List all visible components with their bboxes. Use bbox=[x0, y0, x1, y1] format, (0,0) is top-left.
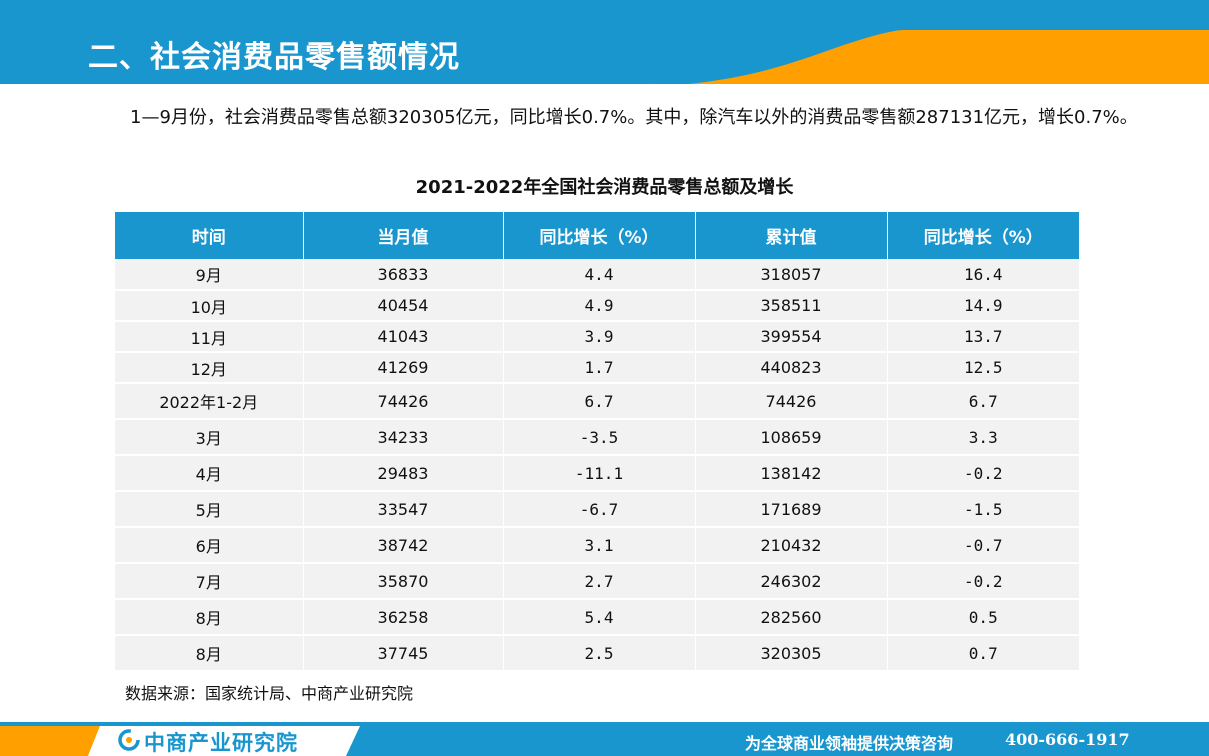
cell-cumulative-growth: 0.5 bbox=[887, 599, 1079, 636]
cell-time: 5月 bbox=[115, 491, 304, 528]
cell-cumulative-value: 171689 bbox=[695, 491, 888, 528]
cell-monthly-growth: -6.7 bbox=[503, 491, 696, 528]
cell-monthly-value: 74426 bbox=[303, 383, 504, 420]
cell-monthly-value: 35870 bbox=[303, 563, 504, 600]
cell-cumulative-value: 74426 bbox=[695, 383, 888, 420]
cell-monthly-value: 41269 bbox=[303, 352, 504, 384]
cell-monthly-value: 37745 bbox=[303, 635, 504, 672]
cell-monthly-growth: 3.9 bbox=[503, 321, 696, 353]
cell-monthly-growth: 4.4 bbox=[503, 259, 696, 291]
intro-paragraph: 1—9月份，社会消费品零售总额320305亿元，同比增长0.7%。其中，除汽车以… bbox=[130, 107, 1138, 128]
footer-band bbox=[0, 726, 1209, 756]
retail-sales-table: 时间 当月值 同比增长（%） 累计值 同比增长（%） 9月 36833 4.4 … bbox=[115, 212, 1079, 672]
cell-cumulative-value: 320305 bbox=[695, 635, 888, 672]
table-header-row: 时间 当月值 同比增长（%） 累计值 同比增长（%） bbox=[115, 212, 1079, 259]
cell-time: 6月 bbox=[115, 527, 304, 564]
cell-cumulative-growth: -0.2 bbox=[887, 563, 1079, 600]
cell-cumulative-value: 358511 bbox=[695, 290, 888, 322]
cell-monthly-growth: -11.1 bbox=[503, 455, 696, 492]
cell-cumulative-growth: 13.7 bbox=[887, 321, 1079, 353]
askci-logo-icon bbox=[118, 729, 140, 751]
cell-monthly-value: 38742 bbox=[303, 527, 504, 564]
cell-cumulative-value: 399554 bbox=[695, 321, 888, 353]
cell-cumulative-growth: 3.3 bbox=[887, 419, 1079, 456]
table-row: 6月 38742 3.1 210432 -0.7 bbox=[115, 527, 1079, 564]
table-row: 3月 34233 -3.5 108659 3.3 bbox=[115, 419, 1079, 456]
cell-monthly-growth: -3.5 bbox=[503, 419, 696, 456]
column-header-time: 时间 bbox=[115, 212, 304, 259]
footer-slogan: 为全球商业领袖提供决策咨询 bbox=[745, 734, 954, 753]
cell-monthly-value: 34233 bbox=[303, 419, 504, 456]
cell-time: 8月 bbox=[115, 635, 304, 672]
footer-logo-text: 中商产业研究院 bbox=[144, 731, 298, 755]
table-row: 4月 29483 -11.1 138142 -0.2 bbox=[115, 455, 1079, 492]
cell-monthly-growth: 4.9 bbox=[503, 290, 696, 322]
table-row: 5月 33547 -6.7 171689 -1.5 bbox=[115, 491, 1079, 528]
cell-cumulative-growth: 14.9 bbox=[887, 290, 1079, 322]
table-row: 11月 41043 3.9 399554 13.7 bbox=[115, 321, 1079, 353]
column-header-cumulative-value: 累计值 bbox=[695, 212, 888, 259]
cell-cumulative-value: 138142 bbox=[695, 455, 888, 492]
cell-cumulative-value: 108659 bbox=[695, 419, 888, 456]
cell-cumulative-growth: 0.7 bbox=[887, 635, 1079, 672]
cell-cumulative-value: 440823 bbox=[695, 352, 888, 384]
cell-time: 8月 bbox=[115, 599, 304, 636]
cell-time: 3月 bbox=[115, 419, 304, 456]
table-row: 9月 36833 4.4 318057 16.4 bbox=[115, 259, 1079, 291]
cell-cumulative-growth: 16.4 bbox=[887, 259, 1079, 291]
cell-cumulative-value: 282560 bbox=[695, 599, 888, 636]
cell-monthly-value: 36258 bbox=[303, 599, 504, 636]
cell-cumulative-growth: 12.5 bbox=[887, 352, 1079, 384]
cell-time: 9月 bbox=[115, 259, 304, 291]
table-row: 2022年1-2月 74426 6.7 74426 6.7 bbox=[115, 383, 1079, 420]
cell-cumulative-growth: -0.7 bbox=[887, 527, 1079, 564]
cell-cumulative-growth: 6.7 bbox=[887, 383, 1079, 420]
cell-monthly-value: 40454 bbox=[303, 290, 504, 322]
page-title: 二、社会消费品零售额情况 bbox=[88, 40, 460, 75]
data-source-note: 数据来源：国家统计局、中商产业研究院 bbox=[125, 684, 414, 703]
cell-time: 4月 bbox=[115, 455, 304, 492]
table-title: 2021-2022年全国社会消费品零售总额及增长 bbox=[415, 177, 794, 198]
cell-monthly-growth: 1.7 bbox=[503, 352, 696, 384]
table-row: 7月 35870 2.7 246302 -0.2 bbox=[115, 563, 1079, 600]
cell-monthly-value: 29483 bbox=[303, 455, 504, 492]
cell-monthly-growth: 2.5 bbox=[503, 635, 696, 672]
cell-cumulative-value: 246302 bbox=[695, 563, 888, 600]
cell-monthly-growth: 5.4 bbox=[503, 599, 696, 636]
cell-time: 12月 bbox=[115, 352, 304, 384]
cell-monthly-growth: 6.7 bbox=[503, 383, 696, 420]
header-accent-shape bbox=[649, 0, 1209, 84]
cell-time: 11月 bbox=[115, 321, 304, 353]
cell-monthly-value: 41043 bbox=[303, 321, 504, 353]
table-row: 10月 40454 4.9 358511 14.9 bbox=[115, 290, 1079, 322]
cell-monthly-growth: 2.7 bbox=[503, 563, 696, 600]
table-row: 8月 36258 5.4 282560 0.5 bbox=[115, 599, 1079, 636]
cell-cumulative-growth: -0.2 bbox=[887, 455, 1079, 492]
table-row: 12月 41269 1.7 440823 12.5 bbox=[115, 352, 1079, 384]
table-row: 8月 37745 2.5 320305 0.7 bbox=[115, 635, 1079, 672]
column-header-cumulative-growth: 同比增长（%） bbox=[887, 212, 1079, 259]
cell-monthly-value: 33547 bbox=[303, 491, 504, 528]
cell-monthly-growth: 3.1 bbox=[503, 527, 696, 564]
cell-time: 7月 bbox=[115, 563, 304, 600]
cell-cumulative-growth: -1.5 bbox=[887, 491, 1079, 528]
footer-phone: 400-666-1917 bbox=[1005, 730, 1130, 749]
column-header-monthly-value: 当月值 bbox=[303, 212, 504, 259]
footer-divider bbox=[0, 722, 1209, 726]
cell-cumulative-value: 318057 bbox=[695, 259, 888, 291]
cell-cumulative-value: 210432 bbox=[695, 527, 888, 564]
cell-time: 10月 bbox=[115, 290, 304, 322]
cell-monthly-value: 36833 bbox=[303, 259, 504, 291]
column-header-monthly-growth: 同比增长（%） bbox=[503, 212, 696, 259]
cell-time: 2022年1-2月 bbox=[115, 383, 304, 420]
